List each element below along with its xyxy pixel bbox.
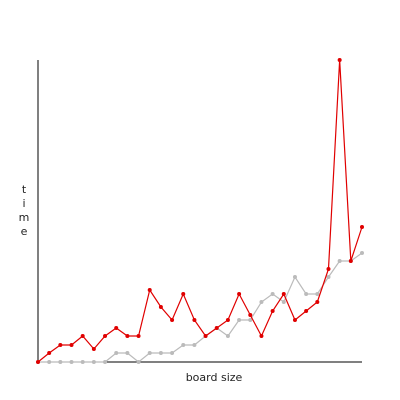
point — [192, 343, 197, 347]
point — [192, 318, 197, 322]
point — [80, 334, 85, 338]
series-line — [38, 252, 363, 363]
point — [337, 259, 342, 263]
point — [136, 334, 141, 338]
point — [259, 300, 264, 304]
point — [170, 351, 175, 355]
point — [259, 334, 264, 338]
point — [292, 318, 297, 322]
point — [80, 360, 85, 364]
point — [147, 351, 152, 355]
point — [58, 343, 63, 347]
point — [225, 318, 230, 322]
point — [326, 275, 331, 279]
point — [136, 360, 141, 364]
point — [58, 360, 63, 364]
point — [125, 351, 130, 355]
point — [181, 343, 186, 347]
point — [103, 360, 108, 364]
point — [304, 309, 309, 313]
point — [281, 292, 286, 296]
point — [270, 309, 275, 313]
point — [47, 360, 52, 364]
point — [91, 360, 96, 364]
point — [237, 292, 242, 296]
point — [114, 351, 119, 355]
point — [203, 334, 208, 338]
point — [292, 275, 297, 279]
point — [304, 292, 309, 296]
point — [337, 58, 342, 62]
point — [158, 305, 163, 309]
point — [103, 334, 108, 338]
point — [248, 318, 253, 322]
x-axis-label: board size — [186, 371, 243, 384]
point — [69, 360, 74, 364]
point — [125, 334, 130, 338]
point — [315, 300, 320, 304]
point — [326, 267, 331, 271]
point — [214, 326, 219, 330]
point — [181, 292, 186, 296]
point — [69, 343, 74, 347]
point — [147, 288, 152, 292]
point — [36, 360, 40, 364]
point — [248, 313, 253, 317]
point — [158, 351, 163, 355]
series-line — [37, 59, 363, 363]
point — [91, 347, 96, 351]
point — [170, 318, 175, 322]
point — [348, 259, 353, 263]
point — [360, 251, 364, 255]
point — [225, 334, 230, 338]
point — [270, 292, 275, 296]
point — [114, 326, 119, 330]
point — [47, 351, 52, 355]
point — [281, 300, 286, 304]
point — [360, 225, 364, 229]
point — [315, 292, 320, 296]
point — [237, 318, 242, 322]
